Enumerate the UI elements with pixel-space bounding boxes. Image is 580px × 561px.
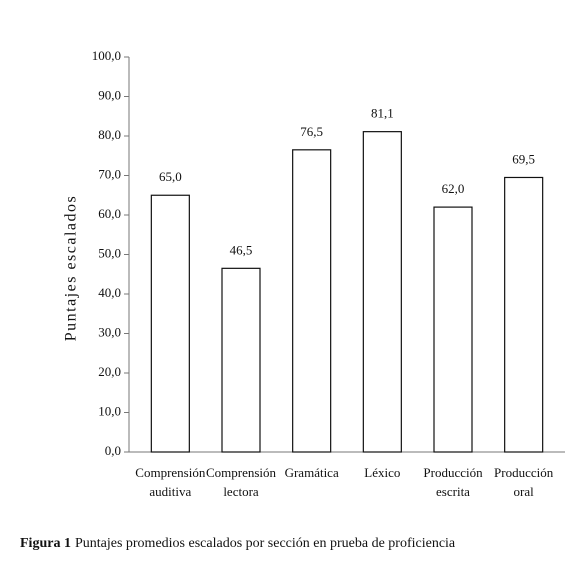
- x-tick-label-line: Comprensión: [135, 465, 206, 480]
- caption: Figura 1 Puntajes promedios escalados por…: [20, 536, 456, 551]
- x-tick-label: Comprensión lectora: [206, 465, 277, 499]
- y-tick-label: 30,0: [98, 324, 121, 339]
- bar: [433, 206, 473, 453]
- y-tick-label: 20,0: [98, 364, 121, 379]
- x-tick-label-line: Producción: [494, 465, 554, 480]
- bar: [504, 176, 544, 453]
- value-label: 76,5: [300, 124, 323, 139]
- y-tick-label: 100,0: [92, 48, 121, 63]
- y-tick-label: 70,0: [98, 166, 121, 181]
- x-tick-label: Comprensión auditiva: [135, 465, 206, 499]
- x-tick-label-line: Comprensión: [206, 465, 277, 480]
- x-tick-label: Gramática: [285, 465, 339, 480]
- caption-label: Figura 1: [20, 536, 71, 551]
- x-tick-label: Producción oral: [494, 465, 554, 499]
- x-tick-label-line: lectora: [223, 484, 259, 499]
- y-tick-label: 40,0: [98, 285, 121, 300]
- value-label: 65,0: [159, 169, 182, 184]
- y-tick-label: 0,0: [105, 443, 121, 458]
- bar: [292, 149, 332, 453]
- y-axis-label: Puntajes escalados: [63, 195, 80, 342]
- bar: [150, 194, 190, 453]
- x-tick-label: Producción escrita: [423, 465, 483, 499]
- x-tick-label-line: Gramática: [285, 465, 339, 480]
- x-tick-label-line: Léxico: [364, 465, 400, 480]
- value-label: 81,1: [371, 106, 394, 121]
- x-tick-label-line: escrita: [436, 484, 470, 499]
- bar: [221, 267, 261, 453]
- value-label: 69,5: [512, 151, 535, 166]
- y-tick-label: 60,0: [98, 206, 121, 221]
- bar: [362, 131, 402, 453]
- x-tick-label-line: auditiva: [149, 484, 191, 499]
- x-tick-label-line: Producción: [423, 465, 483, 480]
- y-tick-label: 80,0: [98, 127, 121, 142]
- value-label: 46,5: [230, 242, 253, 257]
- value-label: 62,0: [442, 181, 465, 196]
- y-tick-label: 10,0: [98, 403, 121, 418]
- caption-text: Puntajes promedios escalados por sección…: [75, 536, 456, 551]
- y-tick-label: 50,0: [98, 245, 121, 260]
- x-tick-label-line: oral: [514, 484, 535, 499]
- y-tick-label: 90,0: [98, 87, 121, 102]
- x-tick-label: Léxico: [364, 465, 400, 480]
